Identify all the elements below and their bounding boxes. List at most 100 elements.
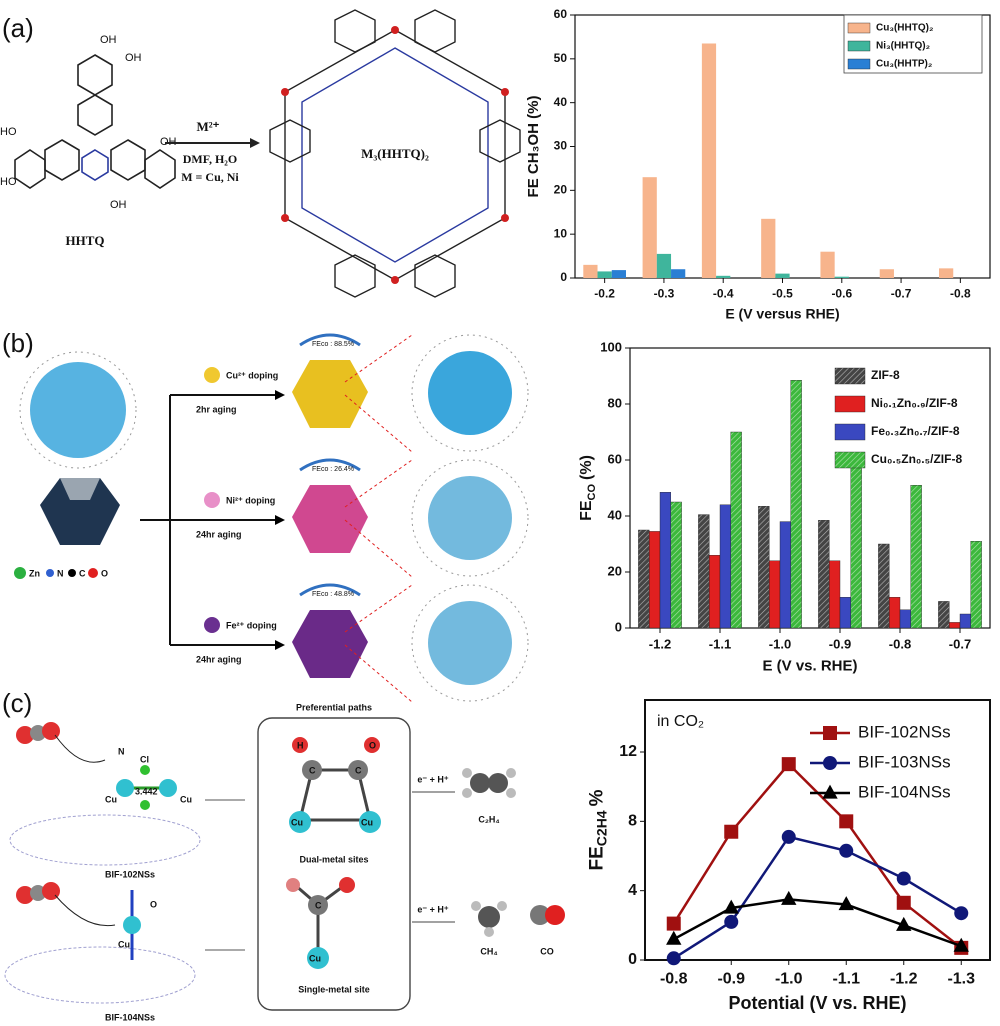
y-axis-label: FEC2H4% <box>586 789 609 870</box>
aging: 24hr aging <box>196 529 242 539</box>
marker <box>781 829 796 844</box>
cage-zoom <box>344 334 529 703</box>
bar <box>779 521 792 629</box>
marker <box>838 896 854 911</box>
x-tick-label: -0.8 <box>660 970 688 987</box>
dopant: Ni²⁺ doping <box>226 495 275 505</box>
atom-label: C <box>355 765 362 775</box>
legend-label: BIF-104NSs <box>858 782 951 801</box>
fe-tags: FEco : 88.5% FEco : 26.4% FEco : 48.8% <box>299 333 361 598</box>
bar <box>761 218 776 278</box>
bar <box>899 609 912 629</box>
legend-label: Ni₃(HHTQ)₂ <box>876 41 930 52</box>
legend-swatch <box>834 395 866 413</box>
marker <box>724 914 739 929</box>
bar <box>839 597 852 629</box>
legend-label: Cu₃(HHTP)₂ <box>876 59 932 70</box>
x-tick-label: -0.5 <box>772 287 793 301</box>
legend-label: BIF-103NSs <box>858 752 951 771</box>
marker <box>781 757 796 772</box>
svg-text:HO: HO <box>0 176 17 188</box>
y-axis-label-main: FE <box>578 500 595 521</box>
marker <box>666 916 681 931</box>
bar <box>583 264 598 278</box>
x-tick-label: -1.3 <box>947 970 975 987</box>
marker <box>896 916 912 931</box>
dopant: Fe²⁺ doping <box>226 620 277 630</box>
bar <box>820 251 835 278</box>
atom-label: H <box>297 740 304 750</box>
product-label: CO <box>540 946 554 956</box>
fe-value: FEco : 88.5% <box>312 341 354 348</box>
marker <box>666 930 682 945</box>
legend-label: BIF-102NSs <box>858 722 951 741</box>
atom-label: Cu <box>291 817 303 827</box>
step-label: e⁻ + H⁺ <box>417 774 449 784</box>
bar <box>790 380 802 629</box>
bar <box>775 273 790 278</box>
atom-label: Zn <box>29 568 40 578</box>
bar <box>716 275 731 278</box>
material-name: BIF-104NSs <box>105 1012 155 1022</box>
site-label: Dual-metal sites <box>299 854 368 864</box>
distance: 3.442 <box>135 786 158 796</box>
bar <box>769 560 781 629</box>
x-axis-label: E (V vs. RHE) <box>762 658 857 675</box>
x-tick-label: -0.7 <box>949 637 971 652</box>
y-axis-label-unit: % <box>586 789 607 806</box>
atom-label: Cu <box>180 794 192 804</box>
atom-label: C <box>79 568 86 578</box>
fe-value: FEco : 48.8% <box>312 591 354 598</box>
legend-label: ZIF-8 <box>871 368 900 382</box>
site-label: Single-metal site <box>298 984 370 994</box>
svg-text:HO: HO <box>0 126 17 138</box>
bar <box>730 431 742 629</box>
arrow-head <box>275 515 285 525</box>
x-tick-label: -0.9 <box>717 970 745 987</box>
bif-104-structure: Cu O BIF-104NSs <box>4 882 196 1022</box>
svg-text:OH: OH <box>110 199 127 211</box>
x-tick-label: -1.0 <box>775 970 803 987</box>
legend-swatch <box>847 40 871 52</box>
legend-swatch <box>847 58 871 70</box>
y-tick-label: 12 <box>619 743 637 760</box>
bar <box>879 269 894 278</box>
panel-label: (a) <box>2 13 34 43</box>
y-tick-label: 100 <box>600 339 622 354</box>
y-tick-label: 40 <box>554 95 568 109</box>
bar <box>611 270 626 278</box>
atom-legend: Zn N C O <box>14 567 108 579</box>
marker <box>723 899 739 914</box>
bar <box>656 253 672 278</box>
atom-label: Cu <box>361 817 373 827</box>
bar <box>970 541 982 629</box>
series-line <box>673 835 962 960</box>
x-tick-label: -1.1 <box>709 637 731 652</box>
zif-crystal <box>40 478 120 545</box>
y-tick-label: 60 <box>608 451 622 466</box>
bar <box>834 276 849 278</box>
arrow-head <box>250 138 260 148</box>
y-axis-label: FECO (%) <box>578 455 598 521</box>
atom-label: C <box>315 900 322 910</box>
y-tick-label: 50 <box>554 51 568 65</box>
x-tick-label: -0.8 <box>889 637 911 652</box>
y-tick-label: 40 <box>608 507 622 522</box>
bar <box>850 459 862 629</box>
svg-text:OH: OH <box>160 136 177 148</box>
metals: M = Cu, Ni <box>181 170 239 184</box>
product-label: CH₄ <box>480 946 497 956</box>
legend-swatch <box>847 22 871 34</box>
atom-label: N <box>118 746 125 756</box>
y-axis-label-sub: C2H4 <box>593 810 609 846</box>
plot-frame <box>629 347 991 629</box>
legend-swatch <box>834 423 866 441</box>
solvent: DMF, H₂O <box>183 152 238 166</box>
bar <box>910 485 922 629</box>
y-tick-label: 20 <box>554 183 568 197</box>
marker <box>954 906 969 921</box>
marker <box>839 814 854 829</box>
bar <box>818 520 830 629</box>
oh-groups: OH OH HO HO OH OH <box>0 34 177 211</box>
marker <box>724 824 739 839</box>
